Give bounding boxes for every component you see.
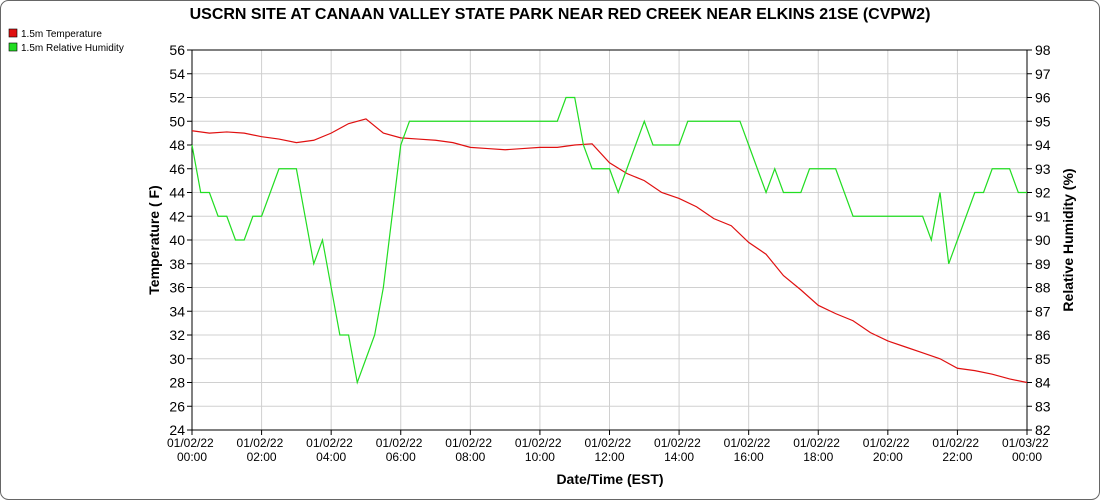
x-tick-time: 02:00	[247, 450, 277, 464]
x-tick-date: 01/02/22	[724, 436, 774, 450]
x-tick-label: 01/02/22 06:00	[376, 436, 426, 464]
x-tick-date: 01/02/22	[167, 436, 217, 450]
y2-tick-label: 88	[1035, 280, 1051, 296]
legend-swatch	[8, 42, 18, 52]
legend-swatch	[8, 28, 18, 38]
x-tick-label: 01/02/22 16:00	[724, 436, 774, 464]
y2-tick-label: 82	[1035, 422, 1051, 438]
y-tick-label: 56	[169, 42, 185, 58]
x-tick-date: 01/02/22	[932, 436, 982, 450]
y-tick-label: 38	[169, 256, 185, 272]
y-tick-label: 36	[169, 280, 185, 296]
y2-tick-label: 98	[1035, 42, 1051, 58]
y-tick-label: 46	[169, 161, 185, 177]
data-line	[191, 96, 1027, 385]
x-tick-label: 01/02/22 12:00	[584, 436, 634, 464]
x-tick-label: 01/02/22 10:00	[515, 436, 565, 464]
x-tick-label: 01/02/22 04:00	[306, 436, 356, 464]
y2-tick-label: 87	[1035, 303, 1051, 319]
y-tick-label: 34	[169, 303, 185, 319]
y2-tick-label: 97	[1035, 66, 1051, 82]
y2-tick-label: 96	[1035, 90, 1051, 106]
y2-tick-label: 92	[1035, 185, 1051, 201]
x-tick-date: 01/02/22	[376, 436, 426, 450]
x-tick-date: 01/02/22	[654, 436, 704, 450]
chart-title: USCRN SITE AT CANAAN VALLEY STATE PARK N…	[190, 6, 931, 23]
y-tick-label: 48	[169, 137, 185, 153]
x-tick-date: 01/03/22	[1002, 436, 1052, 450]
x-tick-time: 00:00	[1012, 450, 1042, 464]
x-tick-label: 01/02/22 22:00	[932, 436, 982, 464]
x-tick-time: 04:00	[316, 450, 346, 464]
y-tick-label: 54	[169, 66, 185, 82]
x-axis-label: Date/Time (EST)	[556, 471, 663, 487]
x-tick-date: 01/02/22	[237, 436, 287, 450]
plot-border	[191, 49, 1028, 431]
x-tick-time: 10:00	[525, 450, 555, 464]
x-tick-time: 22:00	[942, 450, 972, 464]
y2-tick-label: 86	[1035, 327, 1051, 343]
x-tick-label: 01/02/22 00:00	[167, 436, 217, 464]
y-tick-label: 50	[169, 113, 185, 129]
y-tick-label: 26	[169, 398, 185, 414]
y-tick-label: 30	[169, 351, 185, 367]
legend-label: 1.5m Relative Humidity	[21, 43, 124, 54]
x-tick-time: 12:00	[594, 450, 624, 464]
x-tick-time: 14:00	[664, 450, 694, 464]
y2-tick-label: 90	[1035, 232, 1051, 248]
y-tick-label: 44	[169, 185, 185, 201]
x-tick-time: 18:00	[803, 450, 833, 464]
y-tick-label: 52	[169, 90, 185, 106]
y-tick-label: 32	[169, 327, 185, 343]
x-tick-label: 01/03/22 00:00	[1002, 436, 1052, 464]
y2-axis-label: Relative Humidity (%)	[1060, 168, 1076, 311]
y2-tick-label: 85	[1035, 351, 1051, 367]
y-tick-label: 24	[169, 422, 185, 438]
x-tick-date: 01/02/22	[306, 436, 356, 450]
y2-tick-label: 83	[1035, 398, 1051, 414]
y-axis-label: Temperature ( F)	[146, 185, 162, 294]
x-tick-label: 01/02/22 08:00	[445, 436, 495, 464]
x-tick-label: 01/02/22 20:00	[863, 436, 913, 464]
x-tick-date: 01/02/22	[793, 436, 843, 450]
x-tick-time: 20:00	[873, 450, 903, 464]
x-tick-time: 06:00	[386, 450, 416, 464]
y-tick-label: 28	[169, 375, 185, 391]
x-tick-label: 01/02/22 18:00	[793, 436, 843, 464]
x-tick-date: 01/02/22	[445, 436, 495, 450]
x-tick-time: 08:00	[455, 450, 485, 464]
legend-label: 1.5m Temperature	[21, 29, 102, 40]
y-tick-label: 40	[169, 232, 185, 248]
y2-tick-label: 91	[1035, 208, 1051, 224]
y2-tick-label: 84	[1035, 375, 1051, 391]
x-tick-label: 01/02/22 02:00	[237, 436, 287, 464]
y-tick-label: 42	[169, 208, 185, 224]
y2-tick-label: 94	[1035, 137, 1051, 153]
x-tick-time: 00:00	[177, 450, 207, 464]
x-tick-date: 01/02/22	[515, 436, 565, 450]
x-tick-time: 16:00	[734, 450, 764, 464]
x-tick-date: 01/02/22	[584, 436, 634, 450]
x-tick-label: 01/02/22 14:00	[654, 436, 704, 464]
y2-tick-label: 89	[1035, 256, 1051, 272]
x-tick-date: 01/02/22	[863, 436, 913, 450]
y2-tick-label: 93	[1035, 161, 1051, 177]
y2-tick-label: 95	[1035, 113, 1051, 129]
data-line	[191, 118, 1028, 384]
